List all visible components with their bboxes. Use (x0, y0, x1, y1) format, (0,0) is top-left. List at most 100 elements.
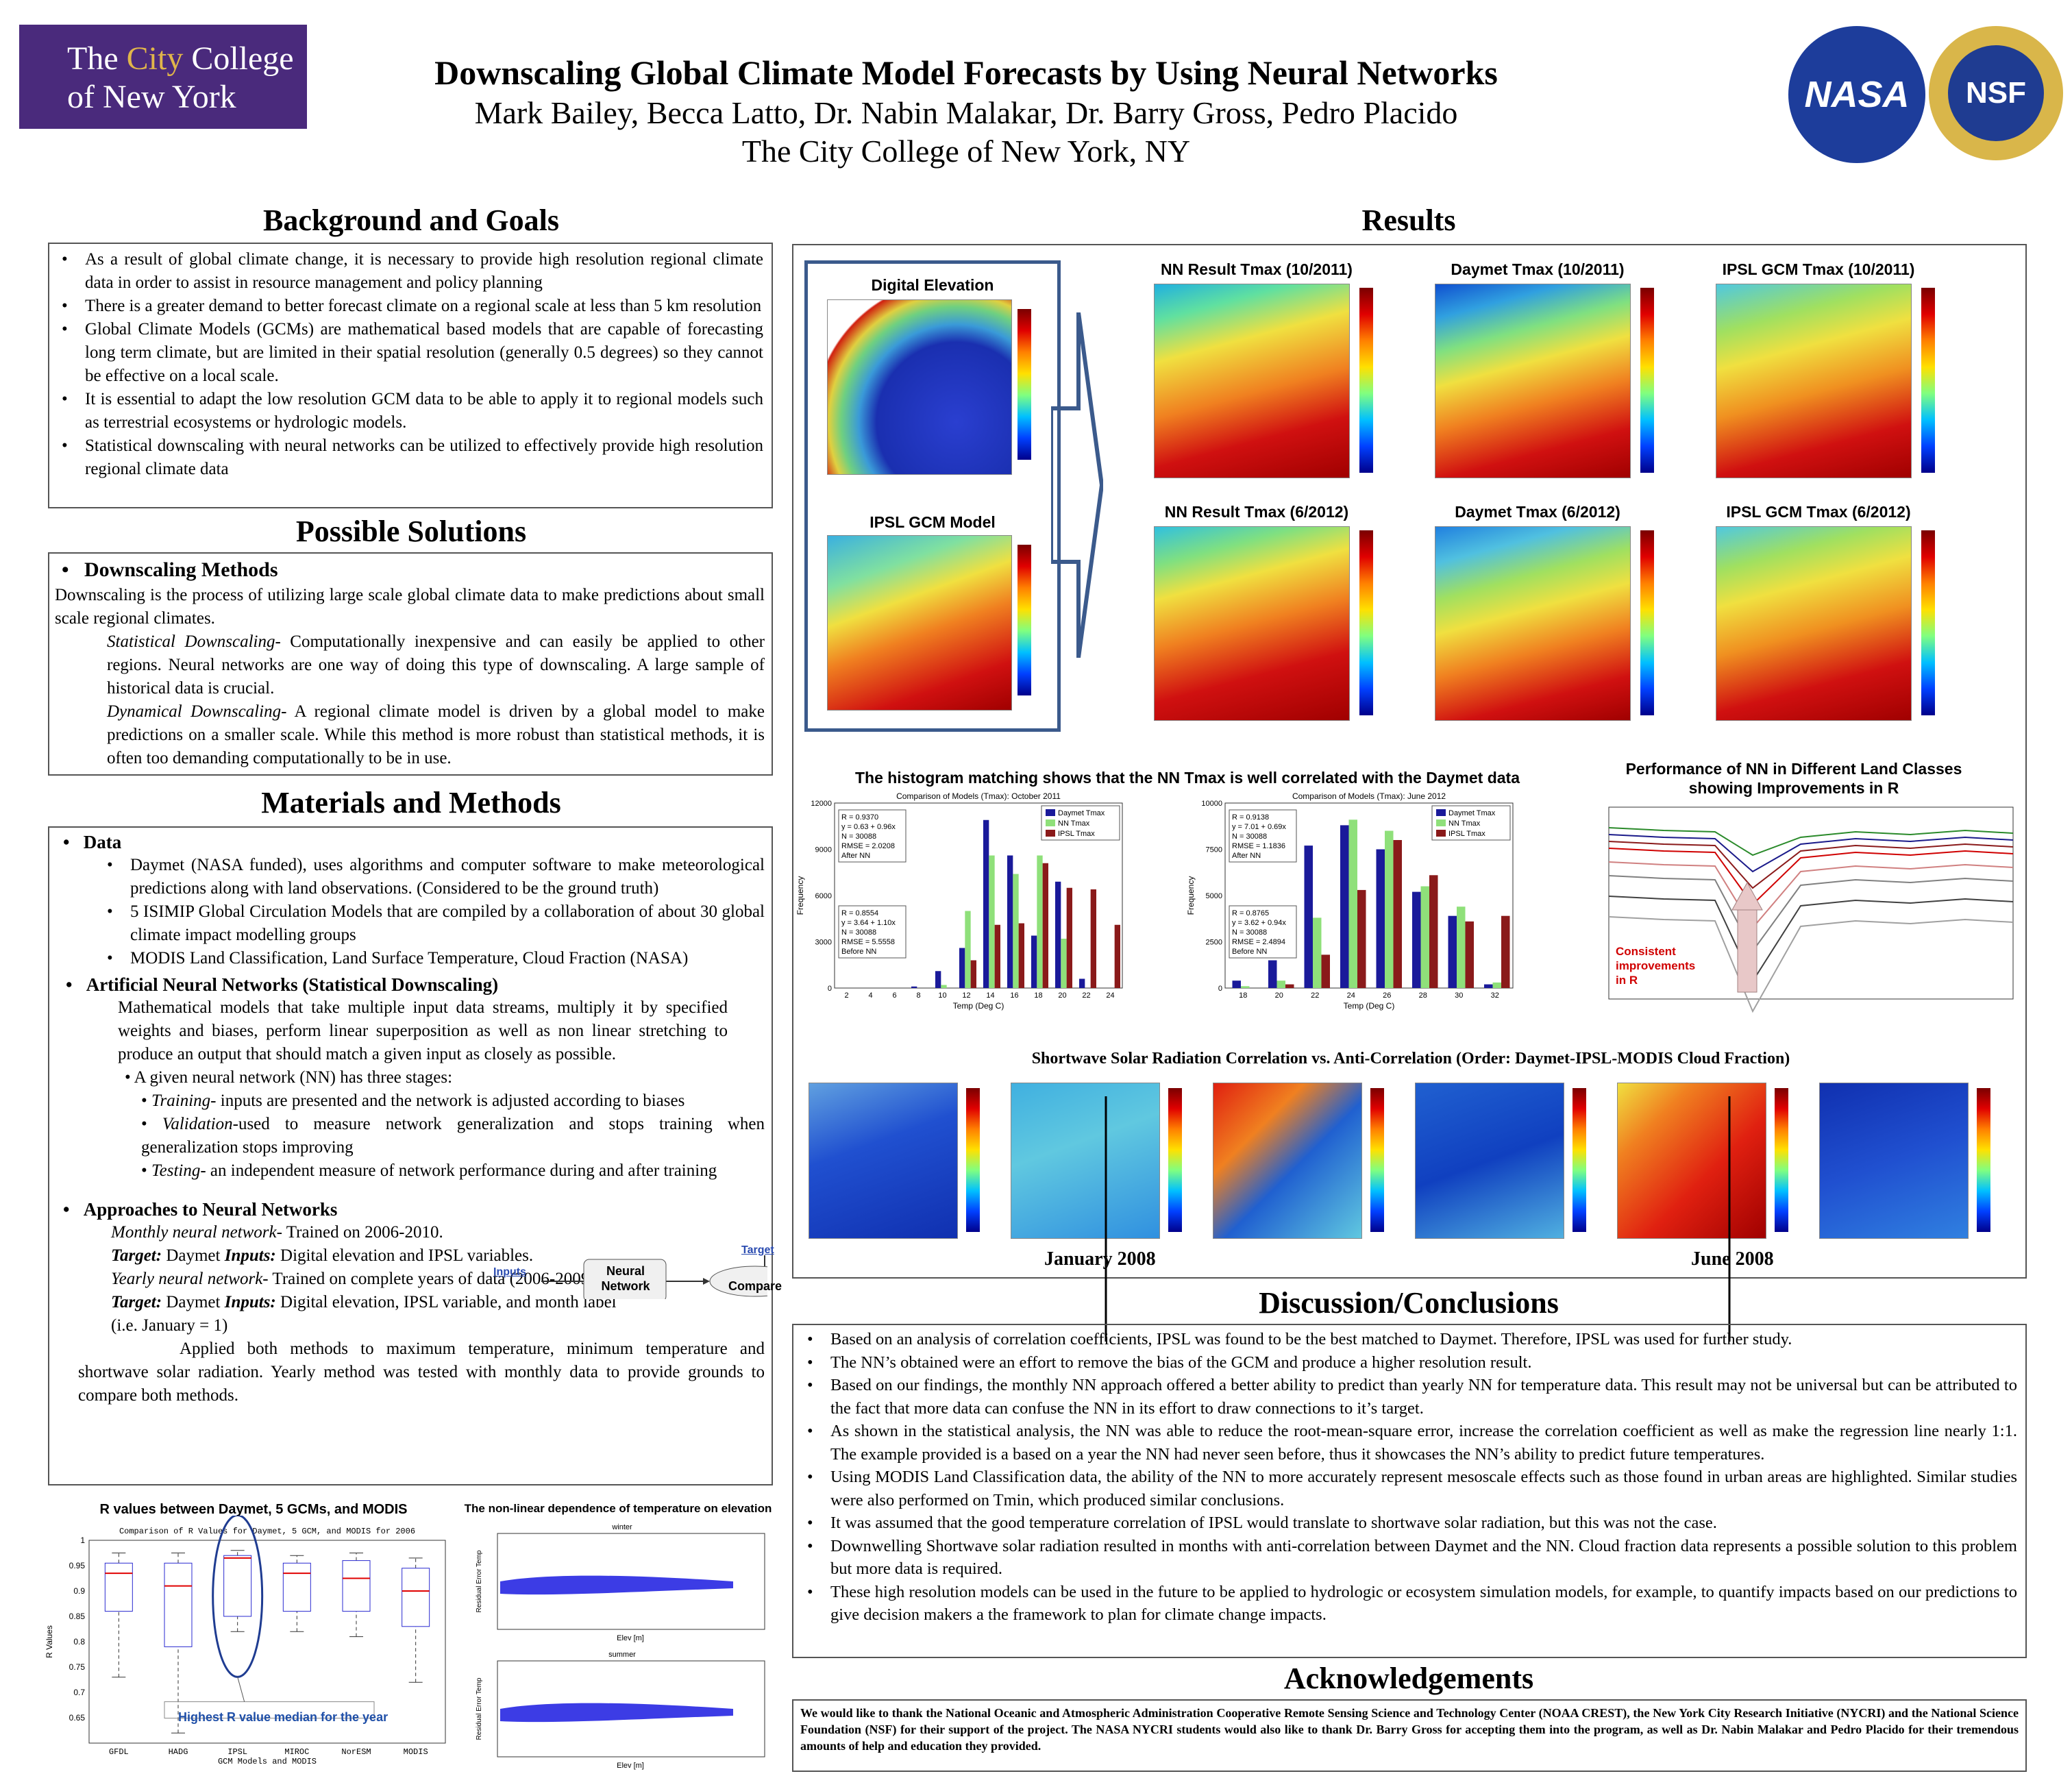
hist-bar (1448, 915, 1457, 988)
nonlinear-caption: The non-linear dependence of temperature… (464, 1502, 772, 1515)
methods-box: • Data Daymet (NASA funded), uses algori… (48, 826, 782, 1485)
scatter-band (500, 1703, 733, 1723)
x-tick-label: NorESM (341, 1747, 371, 1757)
rvalues-caption: R values between Daymet, 5 GCMs, and MOD… (99, 1502, 408, 1517)
x-axis-label: Temp (Deg C) (953, 1001, 1004, 1011)
nn-stage: • Validation-used to measure network gen… (141, 1115, 765, 1157)
legend-label: Daymet Tmax (1058, 809, 1105, 817)
hist-bar (1066, 887, 1072, 988)
input-panel-title-0: Digital Elevation (871, 276, 994, 294)
legend-label: NN Tmax (1058, 819, 1090, 828)
poster-header: Downscaling Global Climate Model Forecas… (356, 51, 1576, 171)
performance-line (1608, 834, 2014, 873)
stats-line: R = 0.8554 (841, 909, 878, 917)
stats-line: y = 3.62 + 0.94x (1232, 919, 1286, 927)
data-list: Daymet (NASA funded), uses algorithms an… (56, 854, 765, 970)
yearly-target: Target: Daymet Inputs: Digital elevation… (111, 1293, 617, 1311)
x-tick-label: 6 (892, 991, 896, 1000)
y-axis-label: Frequency (796, 876, 805, 915)
background-list: As a result of global climate change, it… (56, 248, 763, 481)
tmax-map-title: IPSL GCM Tmax (6/2012) (1726, 503, 1911, 521)
x-tick-label: 30 (1455, 991, 1463, 1000)
performance-line (1608, 875, 2014, 952)
hist-bar (935, 971, 941, 988)
affiliation: The City College of New York, NY (741, 134, 1191, 169)
ack-box: We would like to thank the National Ocea… (792, 1699, 2027, 1772)
y-tick-label: 0.85 (69, 1612, 86, 1621)
y-tick-label: 0 (828, 985, 832, 993)
y-tick-label: 12000 (811, 800, 832, 808)
stats-line: RMSE = 1.1836 (1232, 842, 1285, 850)
diagram-compare: Compare (728, 1279, 782, 1293)
x-tick-label: 22 (1311, 991, 1319, 1000)
hist-bar (1055, 881, 1061, 988)
hist-bar (1321, 954, 1330, 988)
hist-bar (1492, 982, 1501, 988)
performance-chart: Consistent improvements in R (1595, 800, 2019, 1020)
hist-bar (1061, 939, 1067, 988)
x-tick-label: 8 (916, 991, 920, 1000)
hist-bar (1484, 984, 1493, 988)
x-tick-label: 20 (1058, 991, 1066, 1000)
histogram-caption: The histogram matching shows that the NN… (854, 769, 1520, 787)
tmax-map-title: NN Result Tmax (10/2011) (1161, 260, 1353, 278)
highlight-ellipse (212, 1514, 264, 1678)
shortwave-map (809, 1083, 958, 1239)
x-axis-label: Elev [m] (617, 1634, 644, 1642)
tmax-colorbar (1359, 288, 1373, 473)
x-tick-label: 20 (1275, 991, 1283, 1000)
x-tick-label: MIROC (284, 1747, 309, 1757)
performance-line (1608, 848, 2014, 906)
ack-text: We would like to thank the National Ocea… (800, 1706, 2019, 1753)
monthly-nn: Monthly neural network- Trained on 2006-… (111, 1223, 443, 1242)
x-axis-label: Temp (Deg C) (1344, 1001, 1395, 1011)
solutions-heading: Possible Solutions (295, 515, 527, 548)
hist-bar (989, 855, 995, 988)
stats-line: Before NN (841, 948, 876, 956)
discussion-box: Based on an analysis of correlation coef… (792, 1324, 2027, 1658)
stats-box (1229, 905, 1297, 959)
legend-label: Daymet Tmax (1448, 809, 1496, 817)
performance-plot (1608, 806, 2014, 1013)
nn-stage: • Testing- an independent measure of net… (141, 1161, 717, 1180)
stats-line: y = 7.01 + 0.69x (1232, 823, 1286, 831)
solutions-box: • Downscaling Methods Downscaling is the… (48, 552, 773, 776)
stats-line: N = 30088 (1232, 928, 1267, 937)
shortwave-caption: Shortwave Solar Radiation Correlation vs… (1031, 1050, 1790, 1068)
legend-swatch (1436, 830, 1446, 837)
hist-bar (994, 924, 1000, 988)
results-arrow (1051, 312, 1103, 658)
panel-label: summer (608, 1651, 636, 1659)
shortwave-map (1011, 1083, 1160, 1239)
tmax-map-title: Daymet Tmax (6/2012) (1455, 503, 1620, 521)
rvalues-boxplot: Comparison of R Values for Daymet, 5 GCM… (45, 1514, 446, 1766)
hist-bar (1276, 981, 1285, 988)
tmax-map (1154, 526, 1350, 721)
stats-line: N = 30088 (841, 928, 876, 937)
stats-line: After NN (841, 852, 870, 860)
statistical-downscaling: Statistical Downscaling- Computationally… (107, 632, 765, 698)
stats-box (1229, 809, 1297, 863)
shortwave-map (1415, 1083, 1564, 1239)
y-tick-label: 2500 (1206, 939, 1222, 947)
list-item: Using MODIS Land Classification data, th… (807, 1466, 2017, 1512)
y-tick-label: 9000 (815, 846, 832, 854)
approaches-label: • Approaches to Neural Networks (63, 1199, 338, 1220)
authors: Mark Bailey, Becca Latto, Dr. Nabin Mala… (474, 95, 1458, 130)
list-item: As shown in the statistical analysis, th… (807, 1420, 2017, 1466)
y-axis-label: Residual Error Temp (476, 1677, 483, 1740)
tmax-map-title: NN Result Tmax (6/2012) (1164, 503, 1349, 521)
legend-swatch (1046, 809, 1055, 816)
box (282, 1562, 311, 1612)
nonlinear-charts: winter Elev [m] Residual Error Temp summer E… (473, 1522, 772, 1772)
list-item: It was assumed that the good temperature… (807, 1512, 2017, 1535)
stats-line: y = 0.63 + 0.96x (841, 823, 896, 831)
ann-label: • Artificial Neural Networks (Statistica… (66, 974, 499, 995)
stats-line: RMSE = 2.0208 (841, 842, 895, 850)
data-label: • Data (63, 832, 122, 852)
monthly-target: Target: Daymet Inputs: Digital elevation… (111, 1246, 534, 1265)
shortwave-map (1819, 1083, 1969, 1239)
list-item: Based on an analysis of correlation coef… (807, 1328, 2017, 1351)
ipsl-colorbar (1018, 545, 1031, 695)
stats-line: N = 30088 (841, 832, 876, 841)
